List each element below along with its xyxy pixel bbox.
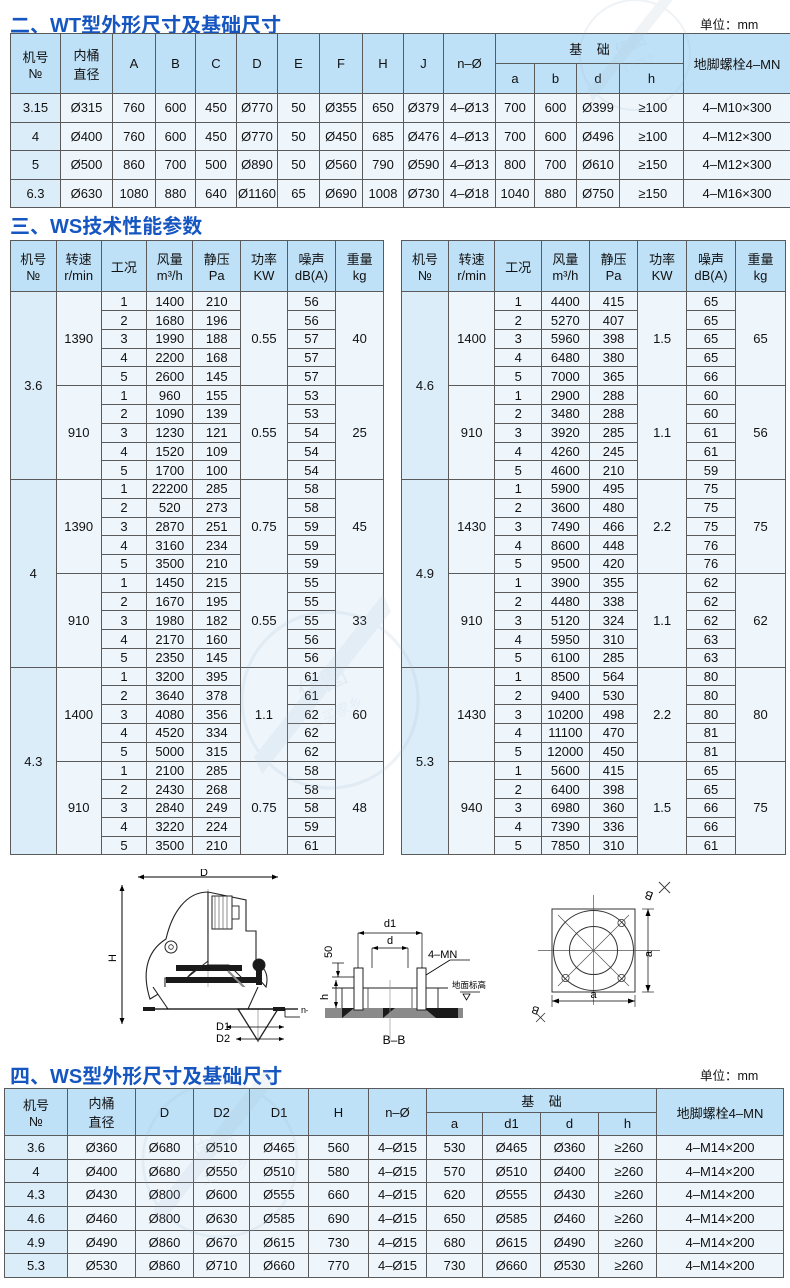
svg-text:a: a — [643, 950, 655, 957]
svg-text:n–Φ: n–Φ — [301, 1005, 308, 1015]
svg-text:H: H — [108, 954, 119, 962]
svg-text:d1: d1 — [384, 918, 396, 930]
svg-text:D: D — [200, 869, 208, 879]
svg-text:50: 50 — [323, 946, 335, 958]
svg-text:d: d — [387, 935, 393, 947]
svg-text:D2: D2 — [216, 1033, 230, 1045]
svg-text:B–B: B–B — [383, 1033, 406, 1047]
svg-text:a: a — [590, 989, 597, 1001]
svg-text:B: B — [530, 1003, 541, 1017]
svg-text:地面标高: 地面标高 — [452, 980, 486, 990]
svg-text:B: B — [643, 887, 655, 903]
svg-text:h: h — [320, 994, 331, 1000]
svg-text:4–MN: 4–MN — [428, 949, 457, 961]
svg-text:D1: D1 — [216, 1021, 230, 1033]
